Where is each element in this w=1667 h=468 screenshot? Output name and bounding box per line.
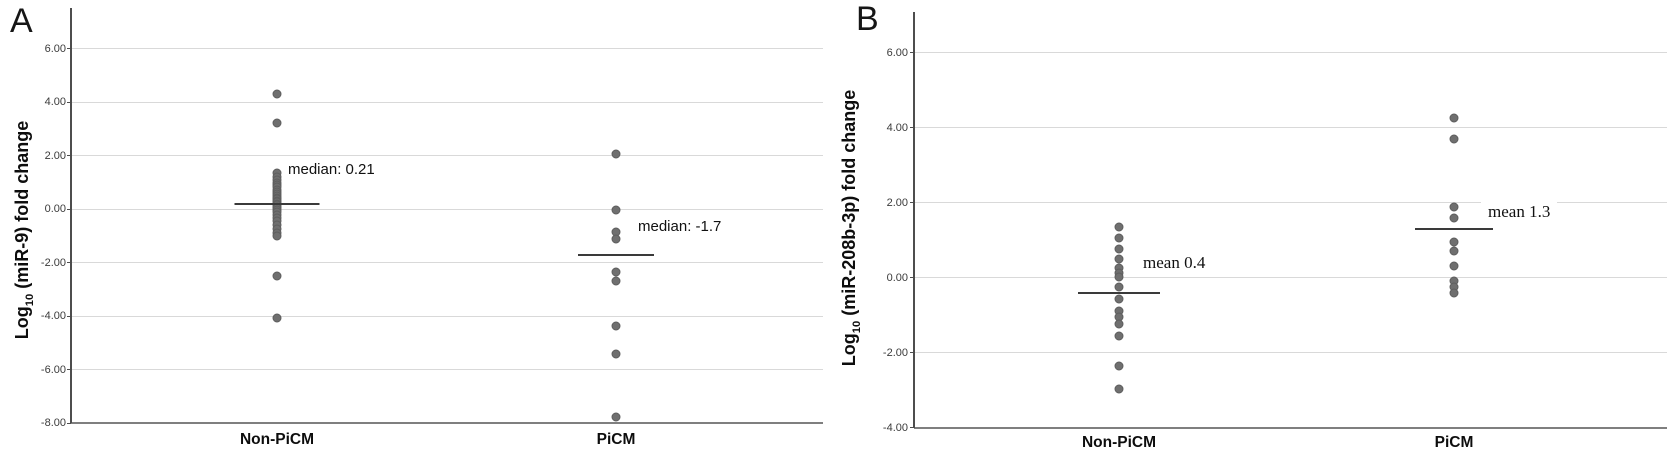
data-point [1449,246,1459,256]
data-point [1114,222,1124,232]
center-line [234,202,320,205]
y-axis-tick-mark [910,202,914,204]
data-point [1114,331,1124,341]
data-point [1449,213,1459,223]
annotation-label: median: -1.7 [638,217,722,235]
panel-b-letter: B [856,0,879,38]
gridline [914,52,1667,54]
y-axis-tick-label: -6.00 [40,363,66,376]
y-axis-tick-label: 0.00 [886,271,908,284]
data-point [1449,134,1459,144]
y-axis-tick-label: -4.00 [882,421,908,434]
category-label: PiCM [1434,434,1474,451]
y-axis-tick-mark [910,127,914,129]
y-axis-line [70,8,72,423]
gridline [71,262,823,264]
data-point [1449,288,1459,298]
y-title-subscript: 10 [850,320,863,334]
data-point [1114,384,1124,394]
y-axis-tick-mark [67,48,71,50]
data-point [272,313,282,323]
annotation-label: mean 0.4 [1136,250,1213,275]
category-label: Non-PiCM [239,431,315,448]
y-axis-tick-label: -2.00 [882,346,908,359]
category-label: PiCM [596,431,636,448]
y-title-subscript: 10 [23,293,36,307]
y-axis-tick-mark [67,262,71,264]
y-axis-tick-mark [67,422,71,424]
y-axis-tick-label: 0.00 [44,203,66,216]
y-axis-tick-label: 2.00 [44,149,66,162]
y-axis-tick-mark [67,208,71,210]
data-point [1114,272,1124,282]
y-axis-tick-label: -4.00 [40,310,66,323]
data-point [1114,233,1124,243]
gridline [71,208,823,210]
center-line [578,253,654,256]
y-axis-tick-mark [67,315,71,317]
gridline [71,315,823,317]
gridline [914,127,1667,129]
data-point [611,234,621,244]
data-point [611,321,621,331]
data-point [611,267,621,277]
data-point [1114,282,1124,292]
gridline [914,352,1667,354]
x-axis-line [914,426,1667,429]
gridline [71,155,823,157]
data-point [611,205,621,215]
data-point [272,89,282,99]
data-point [272,271,282,281]
y-axis-tick-mark [910,427,914,429]
panel-a-letter: A [10,2,33,40]
center-line [1415,227,1493,230]
data-point [1114,319,1124,329]
data-point [1114,254,1124,264]
gridline [914,277,1667,279]
center-line [1078,291,1160,294]
data-point [1449,237,1459,247]
y-title-text: (miR-208b-3p) fold change [839,89,860,321]
y-axis-tick-label: 6.00 [886,46,908,59]
x-axis-line [71,422,823,424]
y-axis-tick-label: -2.00 [40,256,66,269]
data-point [272,118,282,128]
panel-b-y-axis-title: Log10 (miR-208b-3p) fold change [839,90,863,366]
y-title-text: Log [839,333,860,367]
annotation-label: mean 1.3 [1481,200,1558,225]
y-axis-tick-label: 6.00 [44,42,66,55]
data-point [1449,202,1459,212]
y-axis-tick-label: 4.00 [886,121,908,134]
y-axis-tick-label: 4.00 [44,96,66,109]
data-point [272,231,282,240]
annotation-label: median: 0.21 [288,160,375,178]
data-point [611,349,621,359]
y-axis-tick-mark [910,277,914,279]
gridline [71,48,823,50]
y-axis-tick-mark [910,352,914,354]
y-axis-tick-label: 2.00 [886,196,908,209]
data-point [1449,113,1459,123]
y-axis-tick-mark [67,369,71,371]
data-point [1114,294,1124,304]
y-axis-line [913,12,915,428]
data-point [611,412,621,422]
y-axis-tick-mark [67,101,71,103]
gridline [71,101,823,103]
data-point [611,149,621,159]
y-axis-tick-mark [67,155,71,157]
y-axis-tick-mark [910,52,914,54]
gridline [71,369,823,371]
gridline [914,202,1667,204]
data-point [1449,261,1459,271]
data-point [1114,361,1124,371]
category-label: Non-PiCM [1081,434,1157,451]
data-point [611,276,621,286]
data-point [1114,244,1124,254]
y-axis-tick-label: -8.00 [40,417,66,430]
